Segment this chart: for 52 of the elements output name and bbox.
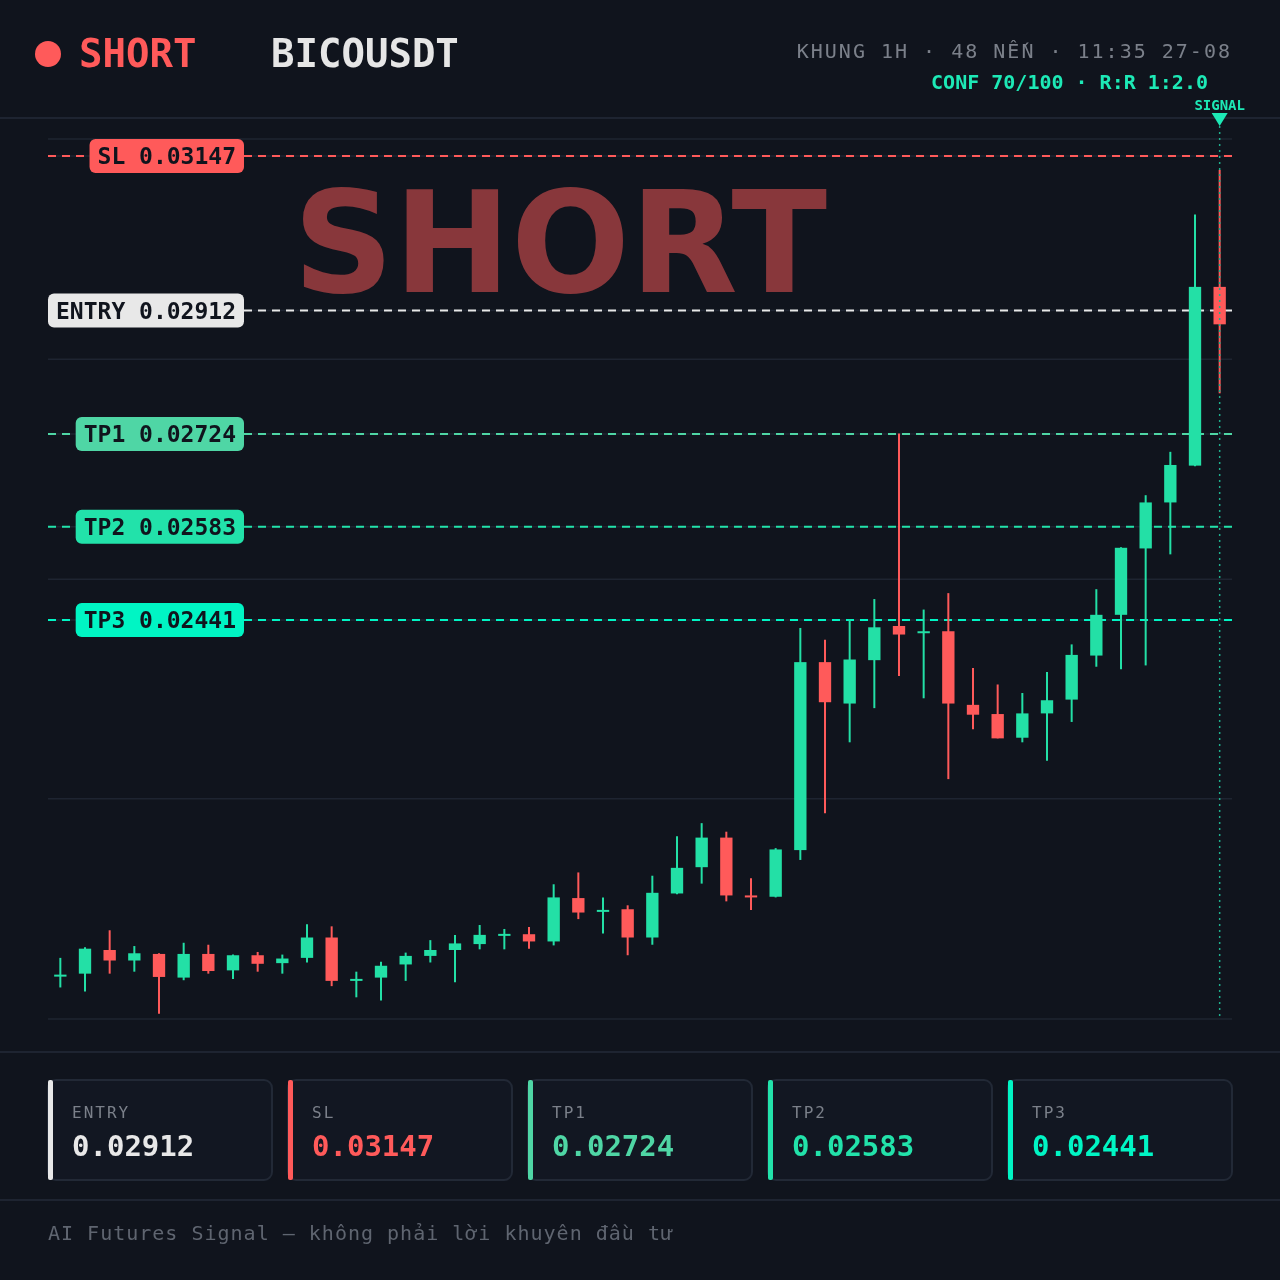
data-label: 0.03147 xyxy=(312,1129,435,1163)
candlestick xyxy=(572,871,585,921)
y-tick-label: 0.03147 xyxy=(139,143,236,170)
candlestick xyxy=(399,951,412,982)
text: SHORT xyxy=(79,31,197,76)
y-tick-label: 0.02724 xyxy=(139,421,236,448)
category-label: TP2 xyxy=(792,1103,827,1122)
text: AI Futures Signal — không phải lời khuyên đầu tư xyxy=(48,1221,674,1245)
candlestick xyxy=(177,941,190,982)
candlestick xyxy=(251,950,264,973)
candlestick xyxy=(744,877,758,911)
candlestick xyxy=(424,939,437,964)
data-label: 0.02724 xyxy=(552,1129,675,1163)
ref-line-label: TP2 xyxy=(83,513,126,540)
candlestick xyxy=(966,667,980,731)
candlestick xyxy=(522,925,536,950)
y-tick-label: 0.02912 xyxy=(139,297,236,324)
category-label: SL xyxy=(312,1103,336,1122)
ref-line-label: ENTRY xyxy=(56,297,126,324)
candlestick xyxy=(498,927,511,951)
ref-line-label: SL xyxy=(97,143,126,170)
ref-line-label: TP3 xyxy=(83,607,126,634)
chart-title: BICOUSDT xyxy=(271,31,459,76)
candlestick xyxy=(917,608,930,700)
annotation: SHORT xyxy=(292,162,828,325)
candlestick xyxy=(892,432,906,677)
candlestick xyxy=(1040,670,1054,762)
text: SIGNAL xyxy=(1194,97,1245,113)
candlestick xyxy=(226,953,240,980)
y-tick-label: 0.02441 xyxy=(139,607,236,634)
candlestick xyxy=(202,943,215,975)
category-label: TP3 xyxy=(1032,1103,1067,1122)
candlestick xyxy=(350,970,363,999)
data-label: 0.02441 xyxy=(1032,1129,1155,1163)
ref-line-label: TP1 xyxy=(83,421,126,448)
candlestick xyxy=(152,952,166,1015)
data-label: 0.02912 xyxy=(72,1129,195,1163)
text: KHUNG 1H · 48 NẾN · 11:35 27-08 xyxy=(796,39,1232,63)
category-label: ENTRY xyxy=(72,1103,131,1122)
candlestick xyxy=(473,924,486,951)
y-tick-label: 0.02583 xyxy=(139,513,236,540)
candlestick xyxy=(596,896,610,935)
text: CONF 70/100 · R:R 1:2.0 xyxy=(931,70,1208,94)
candlestick xyxy=(128,945,141,973)
category-label: TP1 xyxy=(552,1103,587,1122)
candlestick xyxy=(276,953,289,975)
data-label: 0.02583 xyxy=(792,1129,915,1163)
candlestick xyxy=(448,933,462,984)
candlestick xyxy=(103,929,116,975)
candlestick xyxy=(374,960,388,1002)
candlestick xyxy=(54,956,67,989)
candlestick xyxy=(300,923,314,964)
